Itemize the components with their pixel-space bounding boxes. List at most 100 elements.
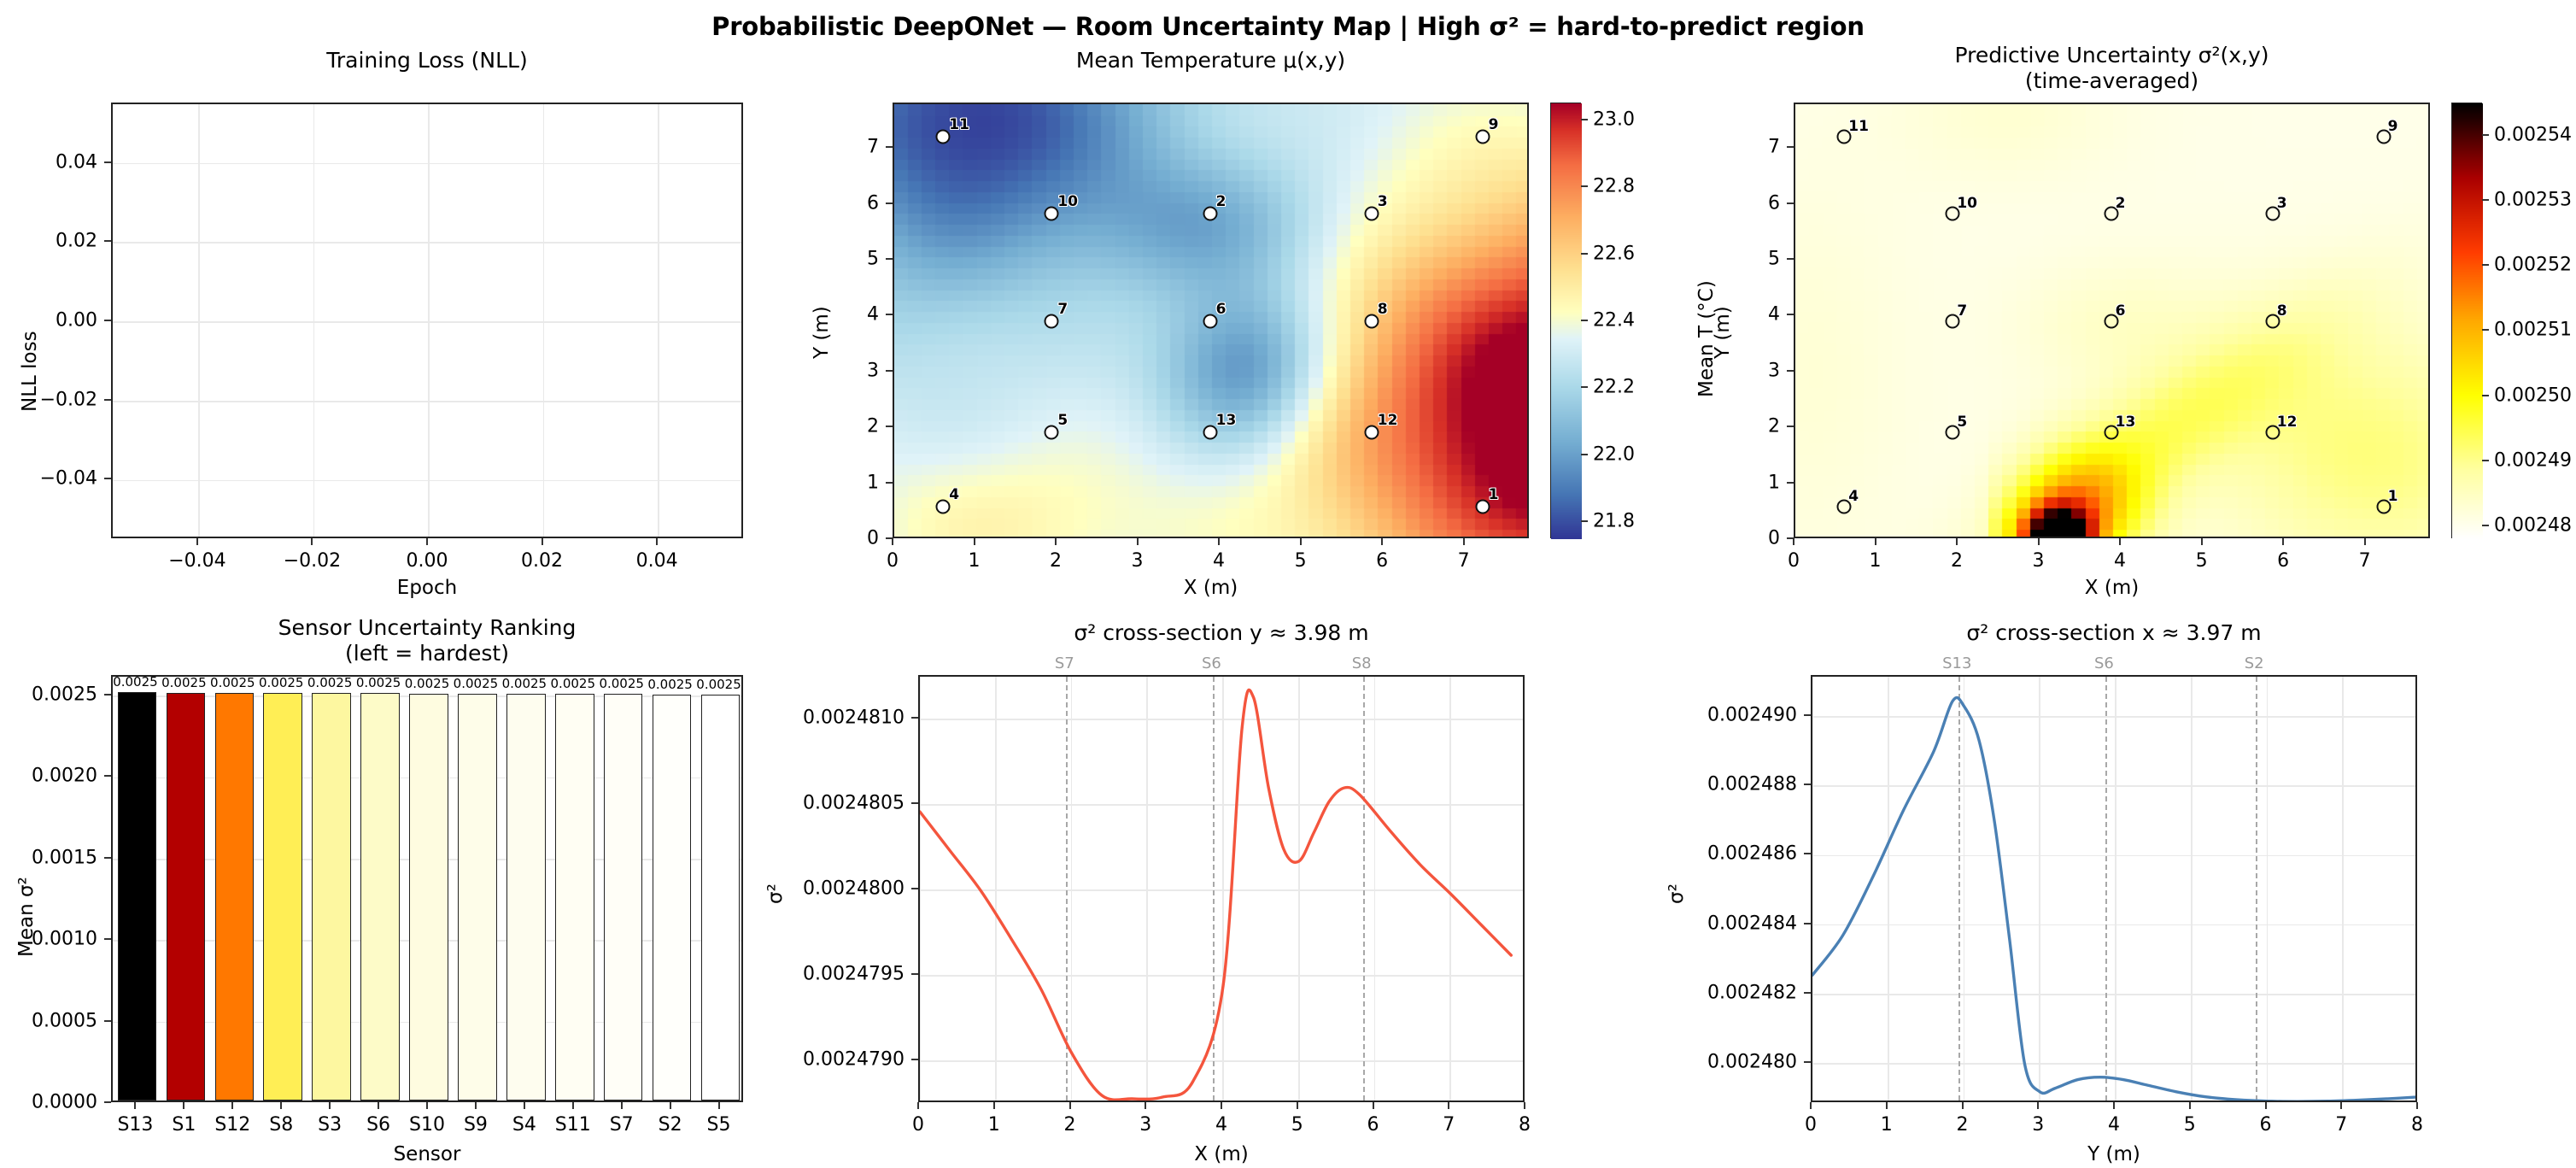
y-tick [886,258,893,261]
y-tick [104,1019,111,1022]
sensor-marker-9[interactable] [2376,129,2392,144]
ranking-axes [111,675,743,1102]
sensor-marker-6[interactable] [1203,314,1218,329]
y-tick [911,717,918,719]
sensor-marker-7[interactable] [1044,314,1059,329]
sensor-marker-11[interactable] [1836,129,1852,144]
x-tick-label: 0 [887,550,899,572]
sensor-marker-5[interactable] [1945,425,1960,440]
y-tick [1804,853,1811,855]
xsec-x-axes [1811,675,2417,1102]
x-tick [917,1102,919,1109]
sensor-label-12: 12 [1377,411,1398,429]
sensor-marker-8[interactable] [2265,314,2280,329]
bar-S4[interactable] [506,694,546,1101]
y-tick-label: 0.0010 [32,928,97,950]
bar-S8[interactable] [263,693,302,1101]
sensor-marker-4[interactable] [935,499,951,514]
y-tick [1787,146,1794,149]
sensor-marker-2[interactable] [1203,206,1218,220]
bar-value-label: 0.0025 [647,676,693,692]
colorbar-tick [1581,252,1588,255]
y-tick [1787,426,1794,428]
bar-S9[interactable] [458,693,497,1101]
y-tick-label: 0.00 [56,309,97,332]
sensor-label-11: 11 [1848,117,1869,135]
x-tick [2113,1102,2115,1109]
y-tick-label: 4 [867,303,879,326]
x-tick-label: 7 [2358,550,2371,572]
gridline-vertical [994,677,997,1101]
xsec-y-title: σ² cross-section y ≈ 3.98 m [1074,620,1369,645]
sensor-label-3: 3 [2276,194,2287,212]
bar-S2[interactable] [652,694,692,1101]
bar-S3[interactable] [312,693,351,1101]
bar-S1[interactable] [166,692,206,1101]
y-tick [886,202,893,204]
sensor-marker-7[interactable] [1945,314,1960,329]
sensor-marker-3[interactable] [1364,206,1379,220]
x-tick-label: S5 [706,1114,731,1136]
x-tick [1793,538,1794,545]
y-tick-label: 1 [1768,472,1780,494]
bar-S5[interactable] [700,694,741,1101]
sensor-marker-1[interactable] [1475,499,1490,514]
y-tick-label: 0.0024795 [803,963,905,985]
x-tick-label: 7 [1457,550,1470,572]
bar-S11[interactable] [555,694,594,1101]
x-tick [2119,538,2122,545]
x-tick-label: 6 [1367,1114,1379,1136]
sensor-marker-10[interactable] [1945,206,1960,220]
x-tick-label: 8 [1519,1114,1531,1136]
sensor-label-3: 3 [1377,192,1388,210]
xsec-x-title: σ² cross-section x ≈ 3.97 m [1966,620,2262,645]
sensor-marker-4[interactable] [1836,499,1852,514]
bar-S10[interactable] [409,693,448,1101]
sensor-marker-6[interactable] [2104,314,2119,329]
ranking-xlabel: Sensor [393,1143,461,1165]
x-tick [378,1102,380,1109]
sensor-marker-3[interactable] [2265,206,2280,220]
sensor-marker-8[interactable] [1364,314,1379,329]
sensor-marker-5[interactable] [1044,425,1059,440]
sensor-marker-2[interactable] [2104,206,2119,220]
sensor-label-8: 8 [1377,300,1388,318]
x-tick-label: 2 [1050,550,1063,572]
x-tick [183,1102,185,1109]
sensor-marker-13[interactable] [1203,425,1218,440]
x-tick [1055,538,1057,545]
x-tick [1956,538,1958,545]
sensor-marker-13[interactable] [2104,425,2119,440]
bar-S6[interactable] [360,693,400,1101]
x-tick-label: 4 [1215,1114,1227,1136]
gridline-horizontal [1812,1063,2415,1065]
y-tick-label: 0.0015 [32,847,97,869]
sensor-marker-1[interactable] [2376,499,2392,514]
x-tick-label: 1 [987,1114,1000,1136]
x-tick-label: 3 [1131,550,1144,572]
colorbar-tick [2482,134,2489,137]
sensor-marker-11[interactable] [935,129,951,144]
gridline-vertical [1222,677,1224,1101]
bar-S7[interactable] [603,694,643,1101]
sensor-marker-12[interactable] [2265,425,2280,440]
bar-value-label: 0.0025 [355,675,401,691]
x-tick [1961,1102,1964,1109]
y-tick [104,1101,111,1103]
x-tick-label: −0.02 [283,550,342,572]
bar-S13[interactable] [117,692,157,1101]
sensor-label-6: 6 [2115,302,2126,320]
sensor-marker-9[interactable] [1475,129,1490,144]
y-tick [104,398,111,401]
bar-S12[interactable] [214,692,255,1101]
y-tick-label: 0.0024790 [803,1048,905,1071]
gridline-vertical [1963,677,1965,1101]
y-tick-label: 0 [1768,527,1780,549]
colorbar-tick [2482,264,2489,267]
sensor-marker-10[interactable] [1044,206,1059,220]
x-tick [280,1102,283,1109]
gridline-horizontal [920,889,1523,891]
x-tick [2340,1102,2343,1109]
sensor-marker-12[interactable] [1364,425,1379,440]
xsec-y-xlabel: X (m) [1194,1143,1249,1165]
